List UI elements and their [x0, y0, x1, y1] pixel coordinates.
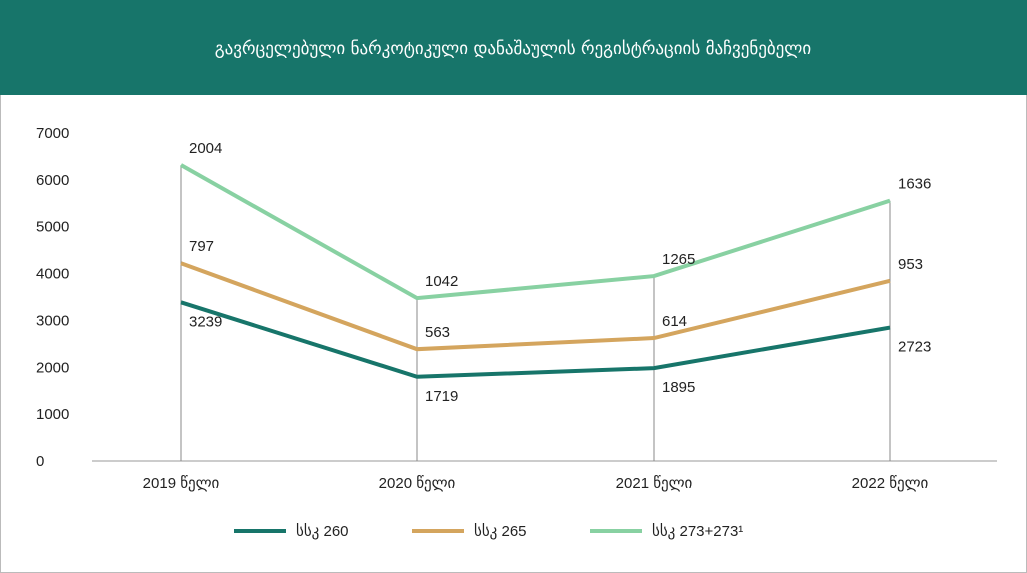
- chart-title: გავრცელებული ნარკოტიკული დანაშაულის რეგი…: [215, 39, 811, 59]
- data-label: 614: [662, 313, 687, 330]
- data-label: 2723: [898, 339, 931, 356]
- y-tick-label: 6000: [36, 172, 69, 189]
- legend-label: სსკ 260: [296, 523, 349, 540]
- data-label: 953: [898, 256, 923, 273]
- x-tick-label: 2021 წელი: [616, 475, 693, 492]
- y-tick-label: 1000: [36, 406, 69, 423]
- data-label: 563: [425, 324, 450, 341]
- x-tick-label: 2020 წელი: [379, 475, 456, 492]
- data-label: 2004: [189, 140, 222, 157]
- legend-label: სსკ 265: [474, 523, 527, 540]
- series-line: [180, 300, 891, 379]
- data-label: 1719: [425, 388, 458, 405]
- data-label: 797: [189, 238, 214, 255]
- y-tick-label: 5000: [36, 219, 69, 236]
- data-label: 1265: [662, 251, 695, 268]
- data-label: 1636: [898, 176, 931, 193]
- y-tick-label: 2000: [36, 359, 69, 376]
- x-tick-label: 2022 წელი: [852, 475, 929, 492]
- data-label: 1895: [662, 379, 695, 396]
- header: [0, 0, 1027, 95]
- y-tick-label: 4000: [36, 266, 69, 283]
- y-tick-label: 7000: [36, 125, 69, 142]
- data-label: 1042: [425, 273, 458, 290]
- x-tick-label: 2019 წელი: [143, 475, 220, 492]
- data-label: 3239: [189, 313, 222, 330]
- series-line: [180, 261, 891, 352]
- y-tick-label: 3000: [36, 312, 69, 329]
- series-line: [180, 163, 891, 301]
- legend-label: სსკ 273+273¹: [652, 523, 743, 540]
- y-tick-label: 0: [36, 453, 44, 470]
